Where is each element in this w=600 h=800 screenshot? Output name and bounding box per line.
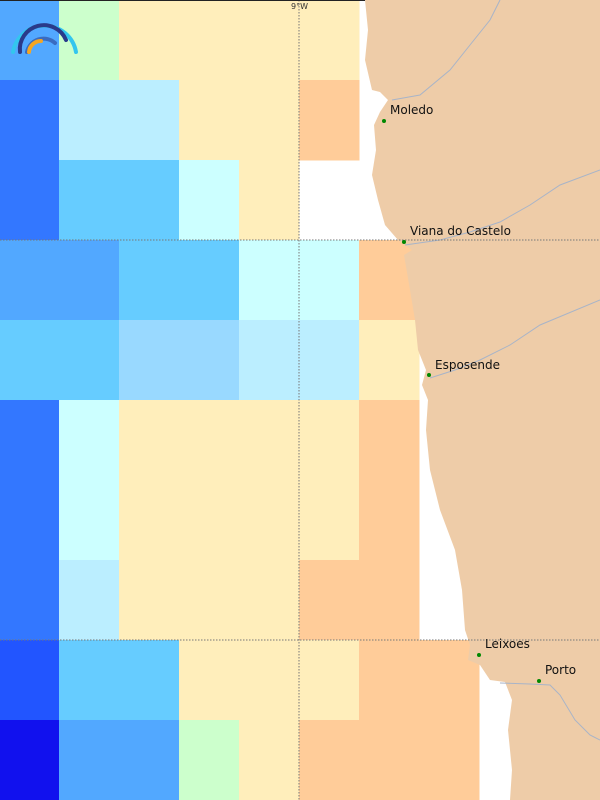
grid-cell — [0, 80, 60, 161]
city-dot — [402, 240, 406, 244]
city-label: Porto — [545, 663, 576, 677]
grid-cell — [359, 320, 420, 401]
grid-cell — [0, 560, 60, 641]
grid-cell — [179, 560, 240, 641]
city-porto[interactable]: Porto — [537, 663, 576, 683]
grid-cell — [419, 720, 480, 800]
grid-cell — [359, 480, 420, 561]
grid-cell — [179, 80, 240, 161]
grid-cell — [239, 400, 300, 481]
city-moledo[interactable]: Moledo — [382, 103, 433, 123]
grid-cell — [59, 720, 120, 800]
grid-cell — [59, 160, 120, 241]
city-dot — [382, 119, 386, 123]
grid-cell — [59, 400, 120, 481]
grid-cell — [359, 640, 420, 721]
city-esposende[interactable]: Esposende — [427, 358, 500, 377]
grid-cell — [239, 0, 300, 81]
grid-cell — [59, 480, 120, 561]
grid-cell — [359, 560, 420, 641]
grid-cell — [179, 400, 240, 481]
longitude-label: 9°W — [291, 2, 308, 11]
grid-cell — [119, 0, 180, 81]
grid-cell — [119, 80, 180, 161]
grid-cell — [0, 160, 60, 241]
grid-cell — [119, 560, 180, 641]
grid-cell — [299, 640, 360, 721]
city-label: Leixoes — [485, 637, 530, 651]
grid-cell — [119, 320, 180, 401]
grid-cell — [0, 400, 60, 481]
grid-cell — [119, 640, 180, 721]
grid-cell — [239, 240, 300, 321]
grid-cell — [59, 80, 120, 161]
data-grid — [0, 0, 480, 800]
grid-cell — [0, 240, 60, 321]
city-dot — [427, 373, 431, 377]
grid-cell — [179, 0, 240, 81]
city-label: Esposende — [435, 358, 500, 372]
top-border — [0, 0, 365, 1]
grid-cell — [119, 240, 180, 321]
grid-cell — [179, 160, 240, 241]
grid-cell — [119, 480, 180, 561]
grid-cell — [179, 640, 240, 721]
city-viana-do-castelo[interactable]: Viana do Castelo — [402, 224, 511, 244]
grid-cell — [0, 720, 60, 800]
grid-cell — [299, 400, 360, 481]
city-label: Moledo — [390, 103, 433, 117]
land — [365, 0, 600, 800]
rivers — [391, 0, 600, 741]
grid-cell — [239, 480, 300, 561]
city-label: Viana do Castelo — [410, 224, 511, 238]
grid-cell — [299, 320, 360, 401]
city-leixoes[interactable]: Leixoes — [477, 637, 530, 657]
grid-cell — [239, 640, 300, 721]
grid-cell — [59, 560, 120, 641]
grid-cell — [299, 720, 360, 800]
grid-cell — [239, 80, 300, 161]
grid-cell — [0, 640, 60, 721]
grid-cell — [179, 720, 240, 800]
grid-cell — [359, 720, 420, 800]
grid-cell — [59, 640, 120, 721]
grid-cell — [59, 320, 120, 401]
grid-cell — [239, 560, 300, 641]
grid-cell — [299, 80, 360, 161]
grid-cell — [0, 480, 60, 561]
grid-cell — [179, 320, 240, 401]
grid-cell — [119, 720, 180, 800]
grid-cell — [179, 480, 240, 561]
grid-cell — [299, 560, 360, 641]
grid-cell — [119, 400, 180, 481]
city-dot — [477, 653, 481, 657]
grid-cell — [299, 240, 360, 321]
wave-arcs-logo-icon — [11, 23, 78, 54]
grid-cell — [59, 240, 120, 321]
grid-cell — [239, 720, 300, 800]
grid-cell — [239, 320, 300, 401]
grid-cell — [0, 320, 60, 401]
grid-cell — [359, 400, 420, 481]
cities: Moledo Viana do Castelo Esposende Leixoe… — [382, 103, 576, 683]
grid-cell — [119, 160, 180, 241]
city-dot — [537, 679, 541, 683]
grid-cell — [179, 240, 240, 321]
grid-cell — [299, 480, 360, 561]
grid-cell — [239, 160, 300, 241]
grid-cell — [299, 0, 360, 81]
